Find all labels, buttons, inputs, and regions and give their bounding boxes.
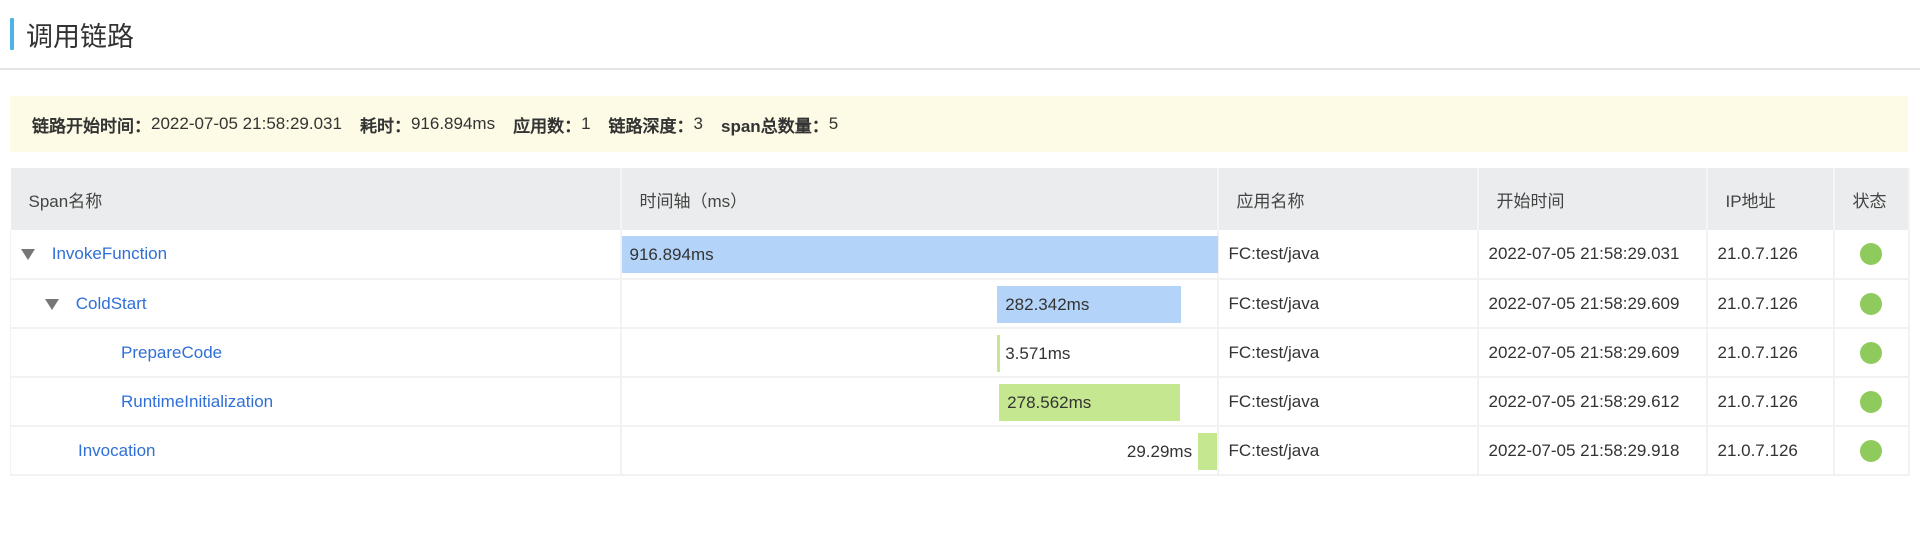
ip-address: 21.0.7.126	[1706, 279, 1835, 329]
duration-label: 282.342ms	[1005, 295, 1090, 314]
span-name-cell: Invocation	[10, 426, 622, 476]
span-name-cell: InvokeFunction	[10, 230, 622, 280]
status-ok-icon	[1860, 341, 1882, 364]
table-row: Invocation 29.29ms FC:test/java 2022-07-…	[10, 426, 1910, 476]
col-span-name: Span名称	[10, 168, 622, 230]
collapse-triangle-icon[interactable]	[21, 249, 35, 261]
table-row: RuntimeInitialization 278.562ms FC:test/…	[10, 377, 1910, 427]
app-name: FC:test/java	[1217, 279, 1479, 329]
summary-label: 链路深度：	[608, 116, 694, 136]
page-title: 调用链路	[10, 14, 134, 54]
collapse-triangle-icon[interactable]	[45, 298, 59, 310]
span-duration-bar	[999, 384, 1181, 421]
summary-label: 应用数：	[513, 116, 582, 136]
status-cell	[1833, 279, 1910, 329]
status-ok-icon	[1860, 243, 1882, 265]
duration-label: 278.562ms	[1007, 393, 1092, 412]
summary-value: 1	[581, 114, 591, 133]
ip-address: 21.0.7.126	[1706, 426, 1835, 476]
duration-label: 916.894ms	[629, 245, 714, 264]
start-time: 2022-07-05 21:58:29.609	[1477, 279, 1708, 329]
divider	[0, 68, 1920, 70]
table-row: PrepareCode 3.571ms FC:test/java 2022-07…	[10, 328, 1910, 378]
span-duration-bar	[997, 335, 1001, 372]
status-cell	[1833, 377, 1910, 427]
status-ok-icon	[1860, 439, 1882, 462]
summary-value: 916.894ms	[410, 114, 496, 133]
status-cell	[1833, 230, 1910, 280]
status-cell	[1833, 328, 1910, 378]
title-accent	[10, 18, 14, 50]
span-table: Span名称 时间轴（ms） 应用名称 开始时间 IP地址 状态 InvokeF…	[10, 168, 1910, 476]
span-link[interactable]: Invocation	[78, 440, 156, 460]
page-title-text: 调用链路	[26, 21, 134, 52]
duration-label: 3.571ms	[1005, 344, 1071, 363]
ip-address: 21.0.7.126	[1706, 377, 1835, 427]
summary-label: 链路开始时间：	[32, 116, 151, 136]
table-row: InvokeFunction 916.894ms FC:test/java 20…	[10, 230, 1910, 280]
status-cell	[1833, 426, 1910, 476]
col-ip: IP地址	[1706, 168, 1835, 230]
span-name-cell: ColdStart	[10, 279, 622, 329]
span-link[interactable]: PrepareCode	[121, 342, 223, 362]
col-app-name: 应用名称	[1217, 168, 1479, 230]
timeline-cell: 916.894ms	[620, 230, 1219, 280]
span-name-cell: RuntimeInitialization	[10, 377, 622, 427]
summary-value: 2022-07-05 21:58:29.031	[151, 114, 342, 133]
start-time: 2022-07-05 21:58:29.612	[1477, 377, 1708, 427]
span-link[interactable]: RuntimeInitialization	[121, 391, 274, 411]
span-duration-bar	[997, 286, 1181, 323]
summary-label: span总数量：	[721, 116, 829, 136]
table-header: Span名称 时间轴（ms） 应用名称 开始时间 IP地址 状态	[10, 168, 1910, 230]
col-timeline: 时间轴（ms）	[620, 168, 1219, 230]
timeline-cell: 29.29ms	[620, 426, 1219, 476]
start-time: 2022-07-05 21:58:29.609	[1477, 328, 1708, 378]
start-time: 2022-07-05 21:58:29.918	[1477, 426, 1708, 476]
col-status: 状态	[1833, 168, 1910, 230]
app-name: FC:test/java	[1217, 377, 1479, 427]
summary-value: 5	[828, 114, 839, 133]
span-duration-bar	[621, 236, 1218, 273]
table-row: ColdStart 282.342ms FC:test/java 2022-07…	[10, 279, 1910, 329]
col-start-time: 开始时间	[1477, 168, 1708, 230]
status-ok-icon	[1860, 292, 1882, 315]
status-ok-icon	[1860, 390, 1882, 413]
ip-address: 21.0.7.126	[1706, 230, 1835, 280]
span-link[interactable]: ColdStart	[75, 293, 147, 313]
app-name: FC:test/java	[1217, 328, 1479, 378]
app-name: FC:test/java	[1217, 426, 1479, 476]
span-name-cell: PrepareCode	[10, 328, 622, 378]
timeline-cell: 3.571ms	[620, 328, 1219, 378]
summary-value: 3	[693, 114, 704, 133]
summary-label: 耗时：	[359, 116, 411, 136]
span-link[interactable]: InvokeFunction	[51, 244, 168, 263]
ip-address: 21.0.7.126	[1706, 328, 1835, 378]
timeline-cell: 278.562ms	[620, 377, 1219, 427]
trace-summary: 链路开始时间： 2022-07-05 21:58:29.031 耗时： 916.89…	[10, 96, 1908, 152]
start-time: 2022-07-05 21:58:29.031	[1477, 230, 1708, 280]
timeline-cell: 282.342ms	[620, 279, 1219, 329]
duration-label: 29.29ms	[1126, 442, 1193, 461]
span-duration-bar	[1198, 433, 1218, 470]
app-name: FC:test/java	[1217, 230, 1479, 280]
